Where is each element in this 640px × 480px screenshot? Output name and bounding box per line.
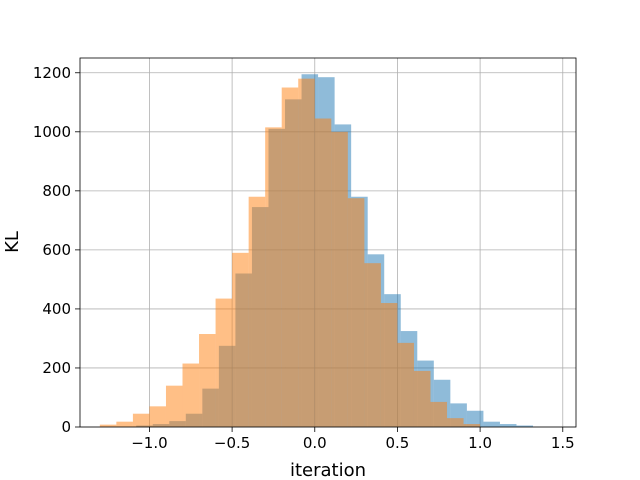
histogram-bar bbox=[99, 424, 117, 427]
histogram-bar bbox=[331, 131, 348, 428]
histogram-bar bbox=[397, 342, 414, 427]
histogram-bar bbox=[463, 424, 481, 427]
x-tick-label: 0.0 bbox=[303, 434, 327, 452]
histogram-bar bbox=[182, 363, 200, 427]
histogram-bar bbox=[447, 418, 464, 427]
histogram-bar bbox=[483, 421, 500, 427]
x-tick-label: −1.0 bbox=[131, 434, 167, 452]
histogram-bar bbox=[132, 413, 150, 427]
histogram-bar bbox=[314, 118, 332, 428]
y-tick-label: 0 bbox=[61, 418, 71, 436]
plot-frame bbox=[79, 57, 577, 428]
x-tick-label: 0.5 bbox=[386, 434, 410, 452]
histogram-bar bbox=[413, 370, 431, 427]
axis-ticks: −1.0 −0.5 0.0 0.5 1.0 1.5 0 200 400 600 800 1000 120… bbox=[33, 64, 575, 452]
x-axis-label: iteration bbox=[290, 460, 366, 480]
histogram-bar bbox=[149, 406, 166, 427]
y-tick-label: 1200 bbox=[33, 64, 71, 82]
histogram-bar bbox=[165, 385, 183, 427]
histogram-bar bbox=[347, 198, 365, 427]
histogram-bar bbox=[281, 87, 299, 428]
histogram-bar bbox=[364, 263, 381, 427]
histogram-bar bbox=[116, 421, 133, 427]
histogram-bar bbox=[380, 303, 398, 427]
histogram-bar bbox=[466, 410, 484, 427]
histogram-bar bbox=[430, 401, 448, 427]
histogram-bar bbox=[298, 78, 315, 427]
x-tick-label: −0.5 bbox=[214, 434, 250, 452]
histogram-bar bbox=[265, 127, 282, 427]
y-tick-label: 1000 bbox=[33, 123, 71, 141]
y-tick-label: 800 bbox=[42, 182, 71, 200]
x-tick-label: 1.5 bbox=[551, 434, 575, 452]
histogram-bar bbox=[232, 252, 249, 427]
histogram-bars bbox=[99, 74, 534, 428]
y-tick-label: 600 bbox=[42, 241, 71, 259]
x-tick-label: 1.0 bbox=[468, 434, 492, 452]
histogram-bar bbox=[199, 334, 216, 427]
y-tick-label: 400 bbox=[42, 300, 71, 318]
y-tick-label: 200 bbox=[42, 359, 71, 377]
histogram-bar bbox=[248, 196, 266, 427]
y-axis-label: KL bbox=[2, 231, 23, 253]
histogram-bar bbox=[215, 298, 233, 427]
histogram-bar bbox=[499, 424, 517, 427]
histogram-bar bbox=[516, 425, 534, 427]
histogram-series-2 bbox=[99, 78, 481, 428]
